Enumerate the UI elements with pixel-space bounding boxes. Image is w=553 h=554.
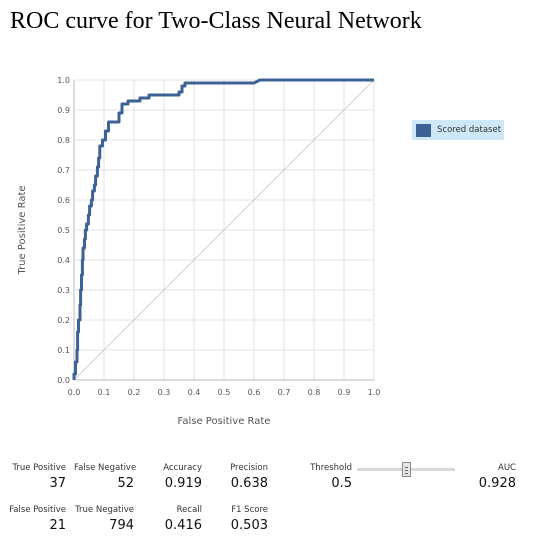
x-axis-label: False Positive Rate bbox=[178, 416, 271, 427]
metric-value: 0.503 bbox=[230, 518, 268, 533]
roc-series-line bbox=[72, 78, 374, 380]
x-tick-label: 1.0 bbox=[368, 388, 381, 397]
metric-value: 0.416 bbox=[164, 518, 202, 533]
x-tick-label: 0.7 bbox=[278, 388, 291, 397]
threshold-slider[interactable] bbox=[357, 462, 455, 477]
legend-label: Scored dataset bbox=[437, 125, 502, 135]
metric-label: Recall bbox=[176, 505, 202, 515]
metric-f1-score: F1 Score 0.503 bbox=[216, 505, 268, 533]
metric-false-positive: False Positive 21 bbox=[8, 505, 66, 533]
x-tick-label: 0.3 bbox=[158, 388, 171, 397]
metric-label: False Negative bbox=[74, 463, 137, 473]
y-tick-label: 0.7 bbox=[57, 166, 70, 175]
metric-label: Accuracy bbox=[163, 463, 202, 473]
x-tick-label: 0.1 bbox=[98, 388, 111, 397]
metric-accuracy: Accuracy 0.919 bbox=[150, 463, 202, 491]
y-tick-label: 0.0 bbox=[57, 376, 70, 385]
y-axis-ticks: 0.0 0.1 0.2 0.3 0.4 0.5 0.6 0.7 0.8 0.9 1.0 bbox=[57, 76, 70, 385]
metric-true-negative: True Negative 794 bbox=[74, 505, 134, 533]
metric-true-positive: True Positive 37 bbox=[12, 463, 66, 491]
y-tick-label: 0.2 bbox=[57, 316, 70, 325]
roc-chart: 0.0 0.1 0.2 0.3 0.4 0.5 0.6 0.7 0.8 0.9 1.0 0.0 0.1… bbox=[17, 76, 381, 427]
x-tick-label: 0.0 bbox=[68, 388, 81, 397]
x-tick-label: 0.2 bbox=[128, 388, 141, 397]
y-tick-label: 0.4 bbox=[57, 256, 70, 265]
diagonal-reference-line bbox=[73, 79, 375, 381]
metric-label: AUC bbox=[498, 463, 516, 473]
metric-value: 0.638 bbox=[230, 476, 268, 491]
y-tick-label: 0.1 bbox=[57, 346, 70, 355]
metric-label: False Positive bbox=[9, 505, 66, 515]
x-tick-label: 0.9 bbox=[338, 388, 351, 397]
x-tick-label: 0.6 bbox=[248, 388, 261, 397]
metric-label: True Negative bbox=[75, 505, 134, 515]
metric-false-negative: False Negative 52 bbox=[74, 463, 137, 491]
metric-label: Precision bbox=[230, 463, 268, 473]
metric-label: F1 Score bbox=[231, 505, 268, 515]
metric-value: 37 bbox=[49, 476, 66, 491]
x-tick-label: 0.4 bbox=[188, 388, 201, 397]
x-tick-label: 0.5 bbox=[218, 388, 231, 397]
metric-recall: Recall 0.416 bbox=[150, 505, 202, 533]
x-axis-ticks: 0.0 0.1 0.2 0.3 0.4 0.5 0.6 0.7 0.8 0.9 1.0 bbox=[68, 388, 381, 397]
metric-label: Threshold bbox=[310, 463, 352, 473]
slider-thumb[interactable] bbox=[401, 462, 411, 477]
metric-value: 0.919 bbox=[164, 476, 202, 491]
chart-title: ROC curve for Two-Class Neural Network bbox=[10, 8, 422, 34]
metric-precision: Precision 0.638 bbox=[216, 463, 268, 491]
metric-value: 0.5 bbox=[331, 476, 352, 491]
y-tick-label: 0.6 bbox=[57, 196, 70, 205]
chart-grid bbox=[73, 79, 375, 381]
legend-swatch bbox=[416, 123, 431, 137]
metric-auc: AUC 0.928 bbox=[470, 463, 516, 491]
y-axis-label: True Positive Rate bbox=[17, 185, 28, 275]
y-tick-label: 0.3 bbox=[57, 286, 70, 295]
metric-value: 52 bbox=[117, 476, 134, 491]
metric-label: True Positive bbox=[12, 463, 66, 473]
y-tick-label: 0.8 bbox=[57, 136, 70, 145]
legend[interactable]: Scored dataset bbox=[412, 120, 504, 140]
metric-value: 21 bbox=[49, 518, 66, 533]
metric-threshold: Threshold 0.5 bbox=[300, 463, 352, 491]
x-tick-label: 0.8 bbox=[308, 388, 321, 397]
y-tick-label: 1.0 bbox=[57, 76, 70, 85]
metric-value: 794 bbox=[109, 518, 134, 533]
y-tick-label: 0.9 bbox=[57, 106, 70, 115]
y-tick-label: 0.5 bbox=[57, 226, 70, 235]
metric-value: 0.928 bbox=[478, 476, 516, 491]
